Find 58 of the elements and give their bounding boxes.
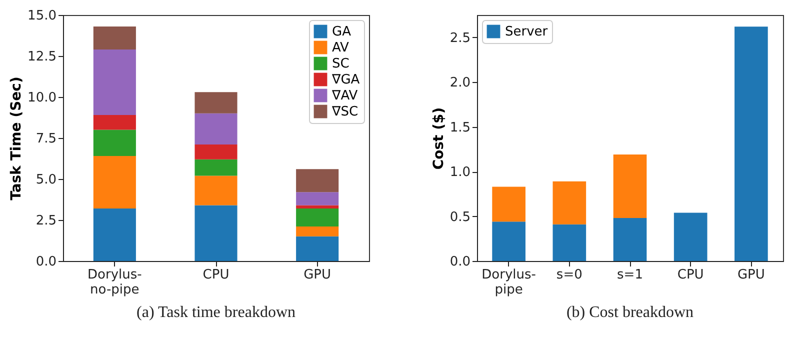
bar [93,115,136,130]
bar [194,176,238,206]
text: Server [505,24,548,40]
y-tick-label: 0.5 [450,210,470,225]
x-tick-label: s=0 [556,268,582,282]
legend-label: ∇SC [331,104,358,120]
legend-label: AV [332,40,350,56]
bar [492,186,526,222]
y-tick-label: 2.5 [36,214,56,228]
y-tick-label: 1.0 [450,165,470,180]
x-tick-label: Dorylus-pipe [482,268,536,298]
bar [492,222,526,261]
bar [194,92,238,114]
bar [296,169,339,192]
bar [734,26,768,261]
x-tick-label: GPU [304,268,332,282]
bar [613,154,647,218]
legend-label: SC [332,56,350,72]
y-tick-label: 12.5 [28,50,56,64]
y-tick-label: 15.0 [28,8,56,24]
bar [613,218,647,261]
bar [93,130,136,156]
x-tick-label: CPU [677,268,704,282]
bar [296,226,339,236]
legend-label: ∇GA [331,72,360,88]
bar [194,205,238,261]
y-axis-title: Cost ($) [430,107,447,170]
text: (b) Cost breakdown [566,304,694,321]
y-tick-label: 5.0 [36,172,56,188]
bar [552,181,586,224]
bar [194,113,238,145]
x-tick-label: Dorylus-no-pipe [88,268,142,298]
bar [93,49,136,116]
y-tick-label: 2.0 [450,76,470,91]
bar [296,205,339,209]
bar [296,236,339,261]
bar [674,212,708,261]
bar [296,192,339,206]
y-tick-label: 0.0 [450,254,470,270]
x-tick-label: s=1 [617,268,643,282]
bar [93,156,136,209]
y-tick-label: 0.0 [36,254,56,270]
bar [194,144,238,160]
bar [194,159,238,176]
x-tick-label: CPU [202,268,230,282]
y-tick-label: 1.5 [450,120,470,136]
legend-label: ∇AV [331,88,358,104]
y-tick-label: 7.5 [36,132,56,146]
legend-label: GA [332,24,352,40]
bar [93,26,136,50]
bar [93,208,136,261]
y-tick-label: 2.5 [450,30,470,46]
y-tick-label: 10.0 [28,90,56,106]
bar [296,208,339,227]
y-axis-title: Task Time (Sec) [8,76,25,200]
x-tick-label: GPU [737,268,765,282]
text: (a) Task time breakdown [136,304,296,321]
bar [552,224,586,261]
